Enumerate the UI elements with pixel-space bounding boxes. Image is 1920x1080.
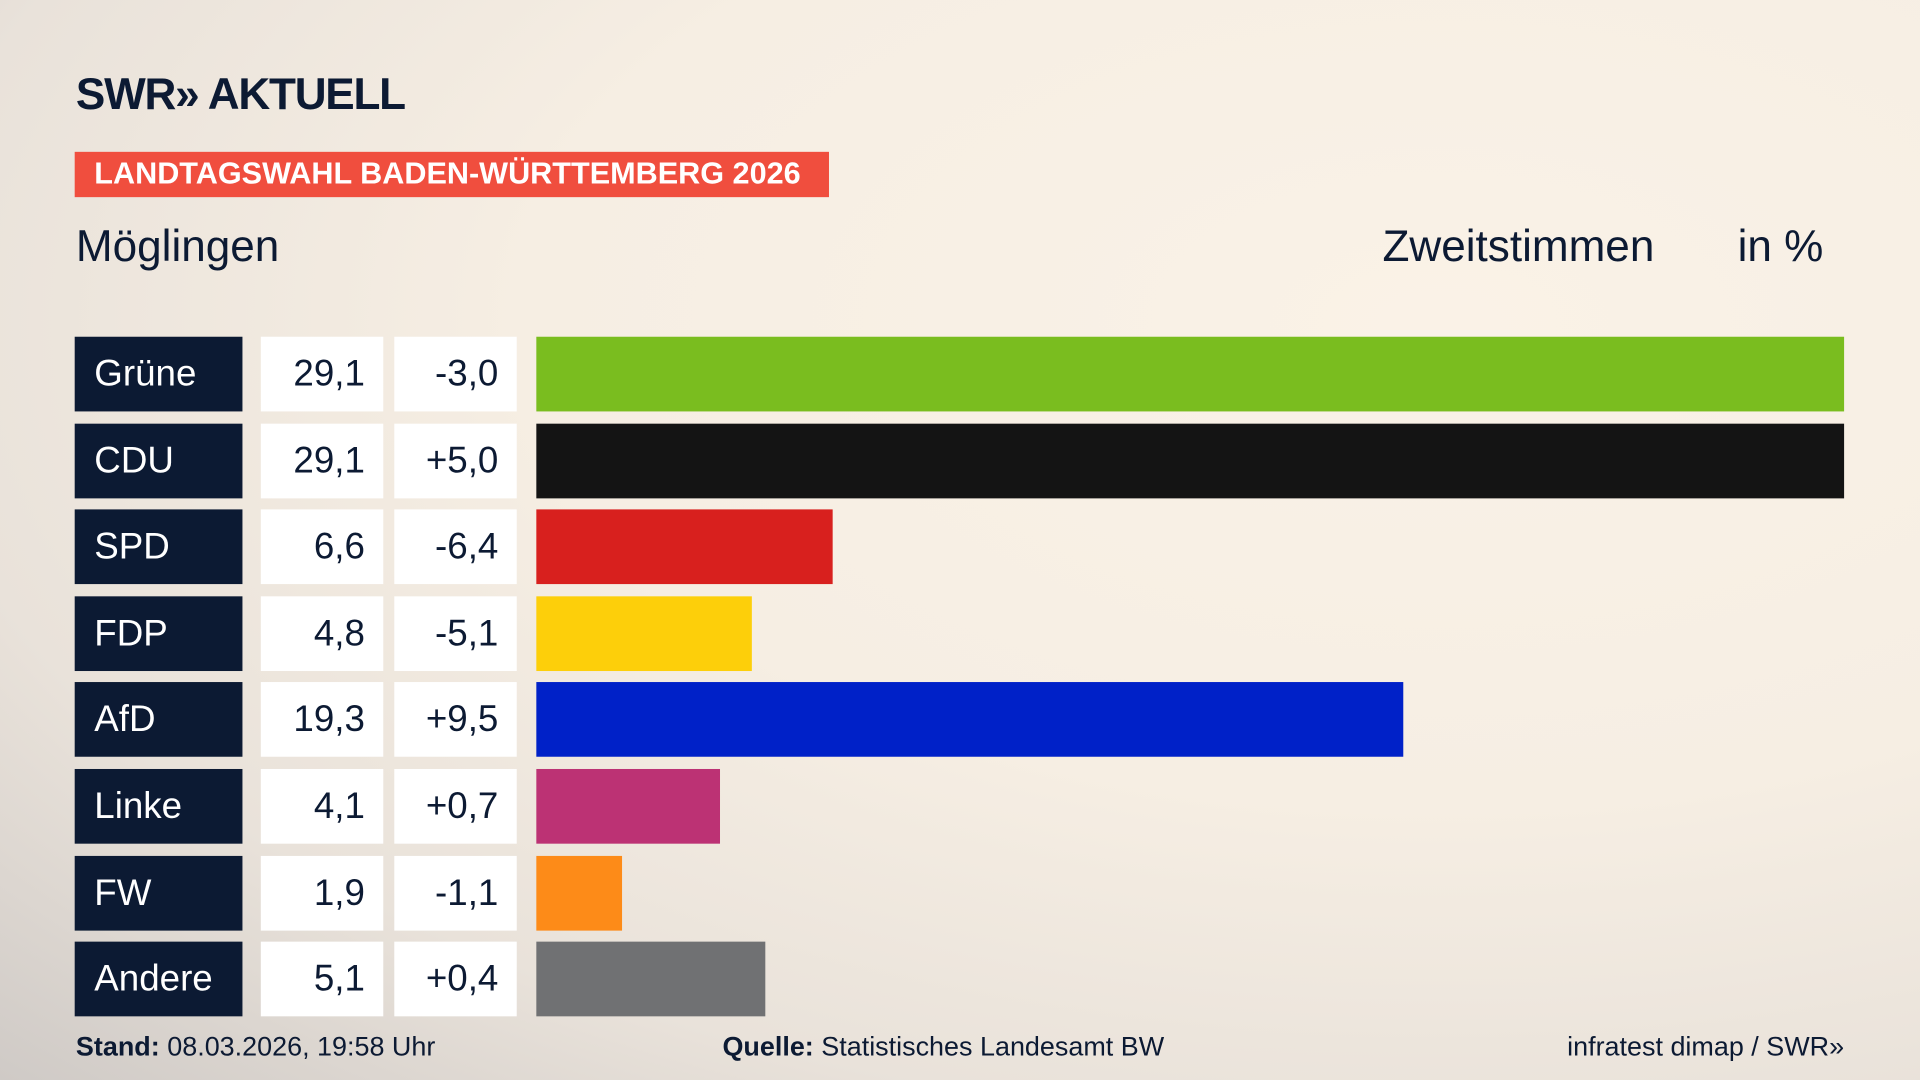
bar: [536, 596, 753, 671]
place-title: Möglingen: [75, 220, 280, 271]
bar: [536, 336, 1845, 412]
value-label: 5,1: [260, 941, 384, 1017]
bar: [536, 509, 833, 585]
bar: [536, 768, 721, 844]
election-kicker: LANDTAGSWAHL BADEN-WÜRTTEMBERG 2026: [74, 151, 829, 198]
source-label: Quelle:: [722, 1031, 814, 1062]
party-label: Andere: [74, 941, 243, 1017]
bar: [536, 682, 1404, 758]
value-label: 1,9: [260, 855, 384, 931]
party-label: CDU: [74, 423, 243, 498]
stand-label: Stand:: [75, 1031, 160, 1062]
source: Quelle: Statistisches Landesamt BW: [722, 1031, 1164, 1063]
party-label: SPD: [74, 509, 243, 585]
change-label: -6,4: [394, 509, 517, 585]
value-label: 29,1: [260, 336, 384, 412]
party-label: Grüne: [74, 336, 243, 412]
unit-label: in %: [1737, 220, 1824, 271]
swr-aktuell-logo: SWR» AKTUELL: [75, 68, 406, 119]
party-label: FDP: [74, 596, 243, 671]
change-label: +0,4: [394, 941, 517, 1017]
bar: [536, 855, 622, 931]
change-label: -3,0: [394, 336, 517, 412]
change-label: -1,1: [394, 855, 517, 931]
bar: [536, 423, 1845, 498]
change-label: +0,7: [394, 768, 517, 844]
source-value: Statistisches Landesamt BW: [821, 1031, 1165, 1062]
vote-type-label: Zweitstimmen: [1382, 220, 1655, 271]
value-label: 4,1: [260, 768, 384, 844]
bar: [536, 941, 766, 1017]
credit: infratest dimap / SWR»: [1567, 1031, 1845, 1062]
change-label: -5,1: [394, 596, 517, 671]
party-label: FW: [74, 855, 243, 931]
timestamp: Stand: 08.03.2026, 19:58 Uhr: [76, 1031, 435, 1063]
party-label: AfD: [74, 682, 243, 758]
value-label: 6,6: [260, 509, 384, 585]
party-label: Linke: [74, 768, 243, 844]
value-label: 19,3: [260, 682, 384, 758]
stand-value: 08.03.2026, 19:58 Uhr: [167, 1031, 436, 1062]
value-label: 29,1: [260, 423, 384, 498]
value-label: 4,8: [260, 596, 384, 671]
change-label: +5,0: [394, 423, 517, 498]
change-label: +9,5: [394, 682, 517, 758]
